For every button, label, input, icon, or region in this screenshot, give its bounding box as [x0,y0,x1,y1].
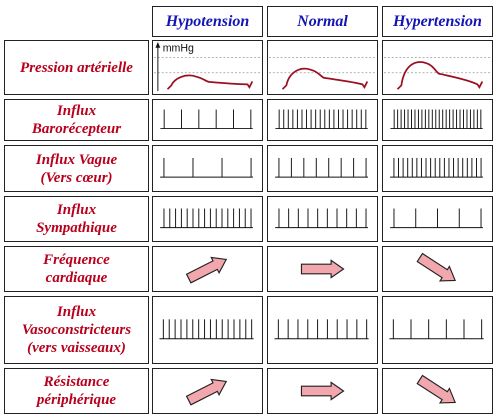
cell-row0-normal [267,40,378,95]
row-label-influx-vague: Influx Vague (Vers cœur) [4,145,149,192]
column-header-normal: Normal [267,6,378,37]
spikes-graphic [275,157,368,178]
cell-row2-hypotension [152,145,263,192]
cell-row3-normal [267,196,378,242]
spikes-graphic [160,208,253,229]
row-label-influx-barorecepteur: Influx Barorécepteur [4,99,149,141]
cell-row0-hypertension [382,40,493,95]
spikes-graphic [160,109,253,130]
spikes-graphic [275,109,368,130]
blood-pressure-curve [281,67,369,90]
spikes-graphic [389,319,484,340]
blood-pressure-curve [166,74,254,90]
row-label-resistance-peripherique: Résistance périphérique [4,368,149,414]
column-header-hypertension: Hypertension [382,6,493,37]
spikes-graphic [274,319,369,340]
row-label-influx-vasoconstricteurs: Influx Vasoconstricteurs (vers vaisseaux… [4,296,149,364]
spikes-graphic [159,319,254,340]
arrow-graphic [185,256,228,284]
arrow-flat-icon [300,259,345,279]
cell-row3-hypertension [382,196,493,242]
arrow-up-icon [185,256,228,284]
blood-pressure-curve [396,61,484,90]
cell-row3-hypotension [152,196,263,242]
cell-row5-normal [267,296,378,364]
cell-row1-normal [267,99,378,141]
cell-row1-hypotension [152,99,263,141]
spikes-graphic [275,208,368,229]
pressure-graphic [384,56,491,90]
spikes-graphic [160,157,253,178]
column-header-hypotension: Hypotension [152,6,263,37]
cell-row1-hypertension [382,99,493,141]
arrow-up-icon [185,378,228,406]
cell-row0-hypotension: mmHg [152,40,263,95]
arrow-flat-icon [300,381,345,401]
arrow-graphic [185,378,228,406]
arrow-graphic [416,374,456,404]
arrow-graphic [416,252,456,282]
cell-row2-hypertension [382,145,493,192]
cell-row4-normal [267,246,378,292]
spikes-graphic [390,109,483,130]
axis-arrowhead-icon [155,41,161,48]
pressure-graphic: mmHg [154,41,261,92]
arrow-down-icon [416,252,456,282]
spikes-graphic [390,157,483,178]
arrow-graphic [300,381,345,401]
spikes-graphic [390,208,483,229]
row-label-influx-sympathique: Influx Sympathique [4,196,149,242]
row-label-pression-arterielle: Pression artérielle [4,40,149,95]
cell-row6-normal [267,368,378,414]
cell-row6-hypertension [382,368,493,414]
arrow-down-icon [416,374,456,404]
cell-row2-normal [267,145,378,192]
cell-row5-hypertension [382,296,493,364]
pressure-graphic [269,56,376,90]
cell-row4-hypertension [382,246,493,292]
cell-row5-hypotension [152,296,263,364]
cell-row6-hypotension [152,368,263,414]
pressure-unit-label: mmHg [163,43,194,55]
row-label-frequence-cardiaque: Fréquence cardiaque [4,246,149,292]
arrow-graphic [300,259,345,279]
cell-row4-hypotension [152,246,263,292]
